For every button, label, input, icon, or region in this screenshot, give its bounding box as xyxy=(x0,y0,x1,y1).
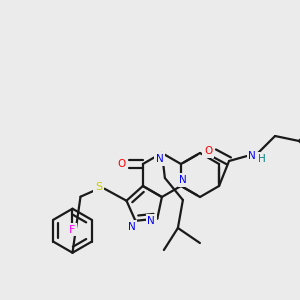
Text: N: N xyxy=(147,215,155,226)
Text: N: N xyxy=(179,175,187,185)
Text: O: O xyxy=(204,146,212,156)
Text: O: O xyxy=(117,159,125,169)
Text: N: N xyxy=(156,154,164,164)
Text: S: S xyxy=(95,182,102,192)
Text: F: F xyxy=(69,225,76,235)
Text: N: N xyxy=(128,222,135,232)
Text: N: N xyxy=(248,151,256,161)
Text: H: H xyxy=(258,154,266,164)
